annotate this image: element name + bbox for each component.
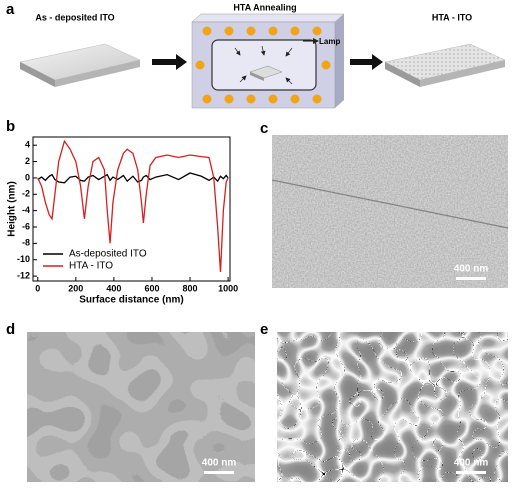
- y-tick-label: -6: [22, 221, 30, 231]
- y-tick-label: 0: [25, 172, 30, 182]
- step-label: As - deposited ITO: [35, 12, 114, 22]
- scale-label: 400 nm: [454, 458, 489, 469]
- substrate: [384, 43, 506, 87]
- panel-label: b: [6, 118, 15, 135]
- scale-label: 400 nm: [454, 264, 489, 275]
- y-tick-label: -2: [22, 189, 30, 199]
- panel-label: c: [260, 120, 268, 137]
- panel-label: d: [6, 321, 15, 338]
- x-tick-label: 600: [144, 283, 159, 293]
- y-tick-label: -4: [22, 205, 30, 215]
- sem-image: [27, 332, 255, 482]
- x-tick-label: 400: [106, 283, 121, 293]
- scale-label: 400 nm: [202, 458, 237, 469]
- arrow: [152, 54, 187, 70]
- x-tick-label: 0: [35, 283, 40, 293]
- x-axis-label: Surface distance (nm): [79, 295, 183, 306]
- step-label: HTA Annealing: [233, 2, 296, 12]
- legend-label: HTA - ITO: [69, 261, 113, 272]
- sem-image: [272, 135, 508, 288]
- y-tick-label: 4: [25, 140, 30, 150]
- series-line: [37, 139, 229, 273]
- y-tick-label: -10: [17, 254, 30, 264]
- step-label: HTA - ITO: [432, 12, 472, 22]
- scale-bar: [456, 277, 486, 280]
- plot-frame: [32, 136, 231, 282]
- series-line: [37, 172, 229, 184]
- sem-image: [277, 332, 508, 482]
- line-chart: -12 -10 -8 -6 -4 -2 0 2 4 0 200 400 600 800 1000 Surfac…: [7, 136, 238, 306]
- legend-label: As-deposited ITO: [69, 249, 147, 260]
- x-tick-label: 800: [183, 283, 198, 293]
- furnace: Lamp: [191, 13, 345, 109]
- y-tick-label: 2: [25, 156, 30, 166]
- y-tick-label: -8: [22, 238, 30, 248]
- scale-bar: [456, 471, 486, 474]
- panel-label: e: [260, 321, 268, 338]
- scratch: [271, 179, 509, 229]
- x-tick-label: 200: [68, 283, 83, 293]
- y-axis-label: Height (nm): [7, 181, 18, 237]
- panel-label: a: [6, 1, 15, 18]
- lamp-label: Lamp: [319, 37, 340, 46]
- arrow: [350, 54, 383, 70]
- substrate: [19, 43, 141, 87]
- x-tick-label: 1000: [218, 283, 238, 293]
- scale-bar: [204, 471, 234, 474]
- y-tick-label: -12: [17, 270, 30, 280]
